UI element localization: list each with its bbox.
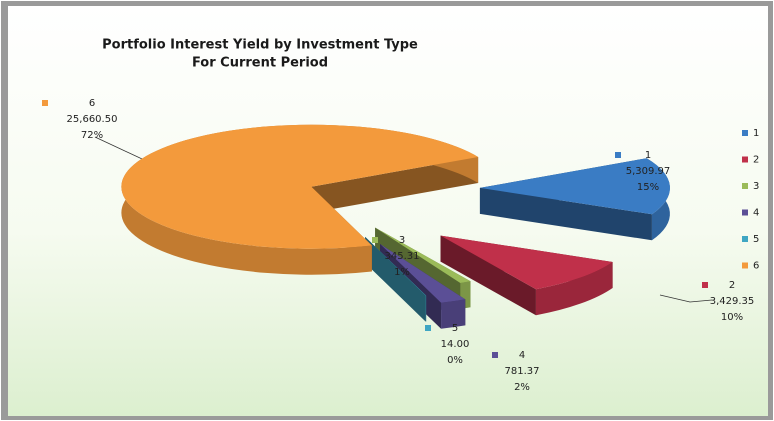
slice-side bbox=[535, 261, 613, 316]
data-label-category: 6 bbox=[89, 98, 95, 109]
legend-swatch bbox=[742, 262, 748, 269]
slice-wall bbox=[365, 236, 426, 322]
label-swatch bbox=[615, 152, 621, 158]
data-label-category: 2 bbox=[729, 280, 735, 291]
legend-label: 3 bbox=[753, 181, 759, 192]
chart-title: Portfolio Interest Yield by Investment T… bbox=[102, 38, 418, 53]
data-label-category: 4 bbox=[519, 350, 525, 361]
slice bbox=[380, 243, 466, 303]
label-swatch bbox=[42, 100, 48, 106]
legend-label: 2 bbox=[753, 155, 759, 166]
data-label-value: 3,429.35 bbox=[710, 296, 755, 307]
legend-label: 1 bbox=[753, 128, 759, 139]
data-label-category: 3 bbox=[399, 235, 405, 246]
data-label-category: 5 bbox=[452, 323, 458, 334]
data-label-value: 14.00 bbox=[441, 339, 470, 350]
data-label-percent: 1% bbox=[394, 267, 410, 278]
slice bbox=[375, 227, 471, 284]
legend-label: 4 bbox=[753, 208, 759, 219]
slice-wall bbox=[311, 156, 479, 213]
label-swatch bbox=[372, 237, 378, 243]
data-label-value: 781.37 bbox=[505, 366, 540, 377]
data-label-value: 25,660.50 bbox=[67, 114, 118, 125]
slice bbox=[440, 235, 613, 290]
legend-swatch bbox=[742, 183, 748, 189]
label-swatch bbox=[425, 325, 431, 331]
data-label-value: 345.31 bbox=[385, 251, 420, 262]
legend-swatch bbox=[742, 209, 748, 216]
data-label-percent: 15% bbox=[637, 182, 659, 193]
legend-swatch bbox=[742, 156, 748, 163]
data-label-percent: 72% bbox=[81, 130, 103, 141]
legend-label: 6 bbox=[753, 261, 759, 272]
label-swatch bbox=[702, 282, 708, 288]
data-label-value: 5,309.97 bbox=[626, 166, 671, 177]
data-label-percent: 0% bbox=[447, 355, 463, 366]
slice-wall bbox=[440, 235, 536, 316]
chart-subtitle: For Current Period bbox=[192, 56, 328, 71]
slice bbox=[479, 158, 670, 215]
data-label-percent: 10% bbox=[721, 312, 743, 323]
label-swatch bbox=[492, 352, 498, 358]
data-label-category: 1 bbox=[645, 150, 651, 161]
data-label-percent: 2% bbox=[514, 382, 530, 393]
slice bbox=[365, 236, 427, 296]
legend-label: 5 bbox=[753, 234, 759, 245]
legend-swatch bbox=[742, 236, 748, 242]
legend-swatch bbox=[742, 130, 748, 136]
leader-line bbox=[659, 294, 713, 303]
slice bbox=[121, 124, 479, 249]
slice-side bbox=[441, 299, 466, 329]
slice-wall bbox=[479, 187, 652, 241]
